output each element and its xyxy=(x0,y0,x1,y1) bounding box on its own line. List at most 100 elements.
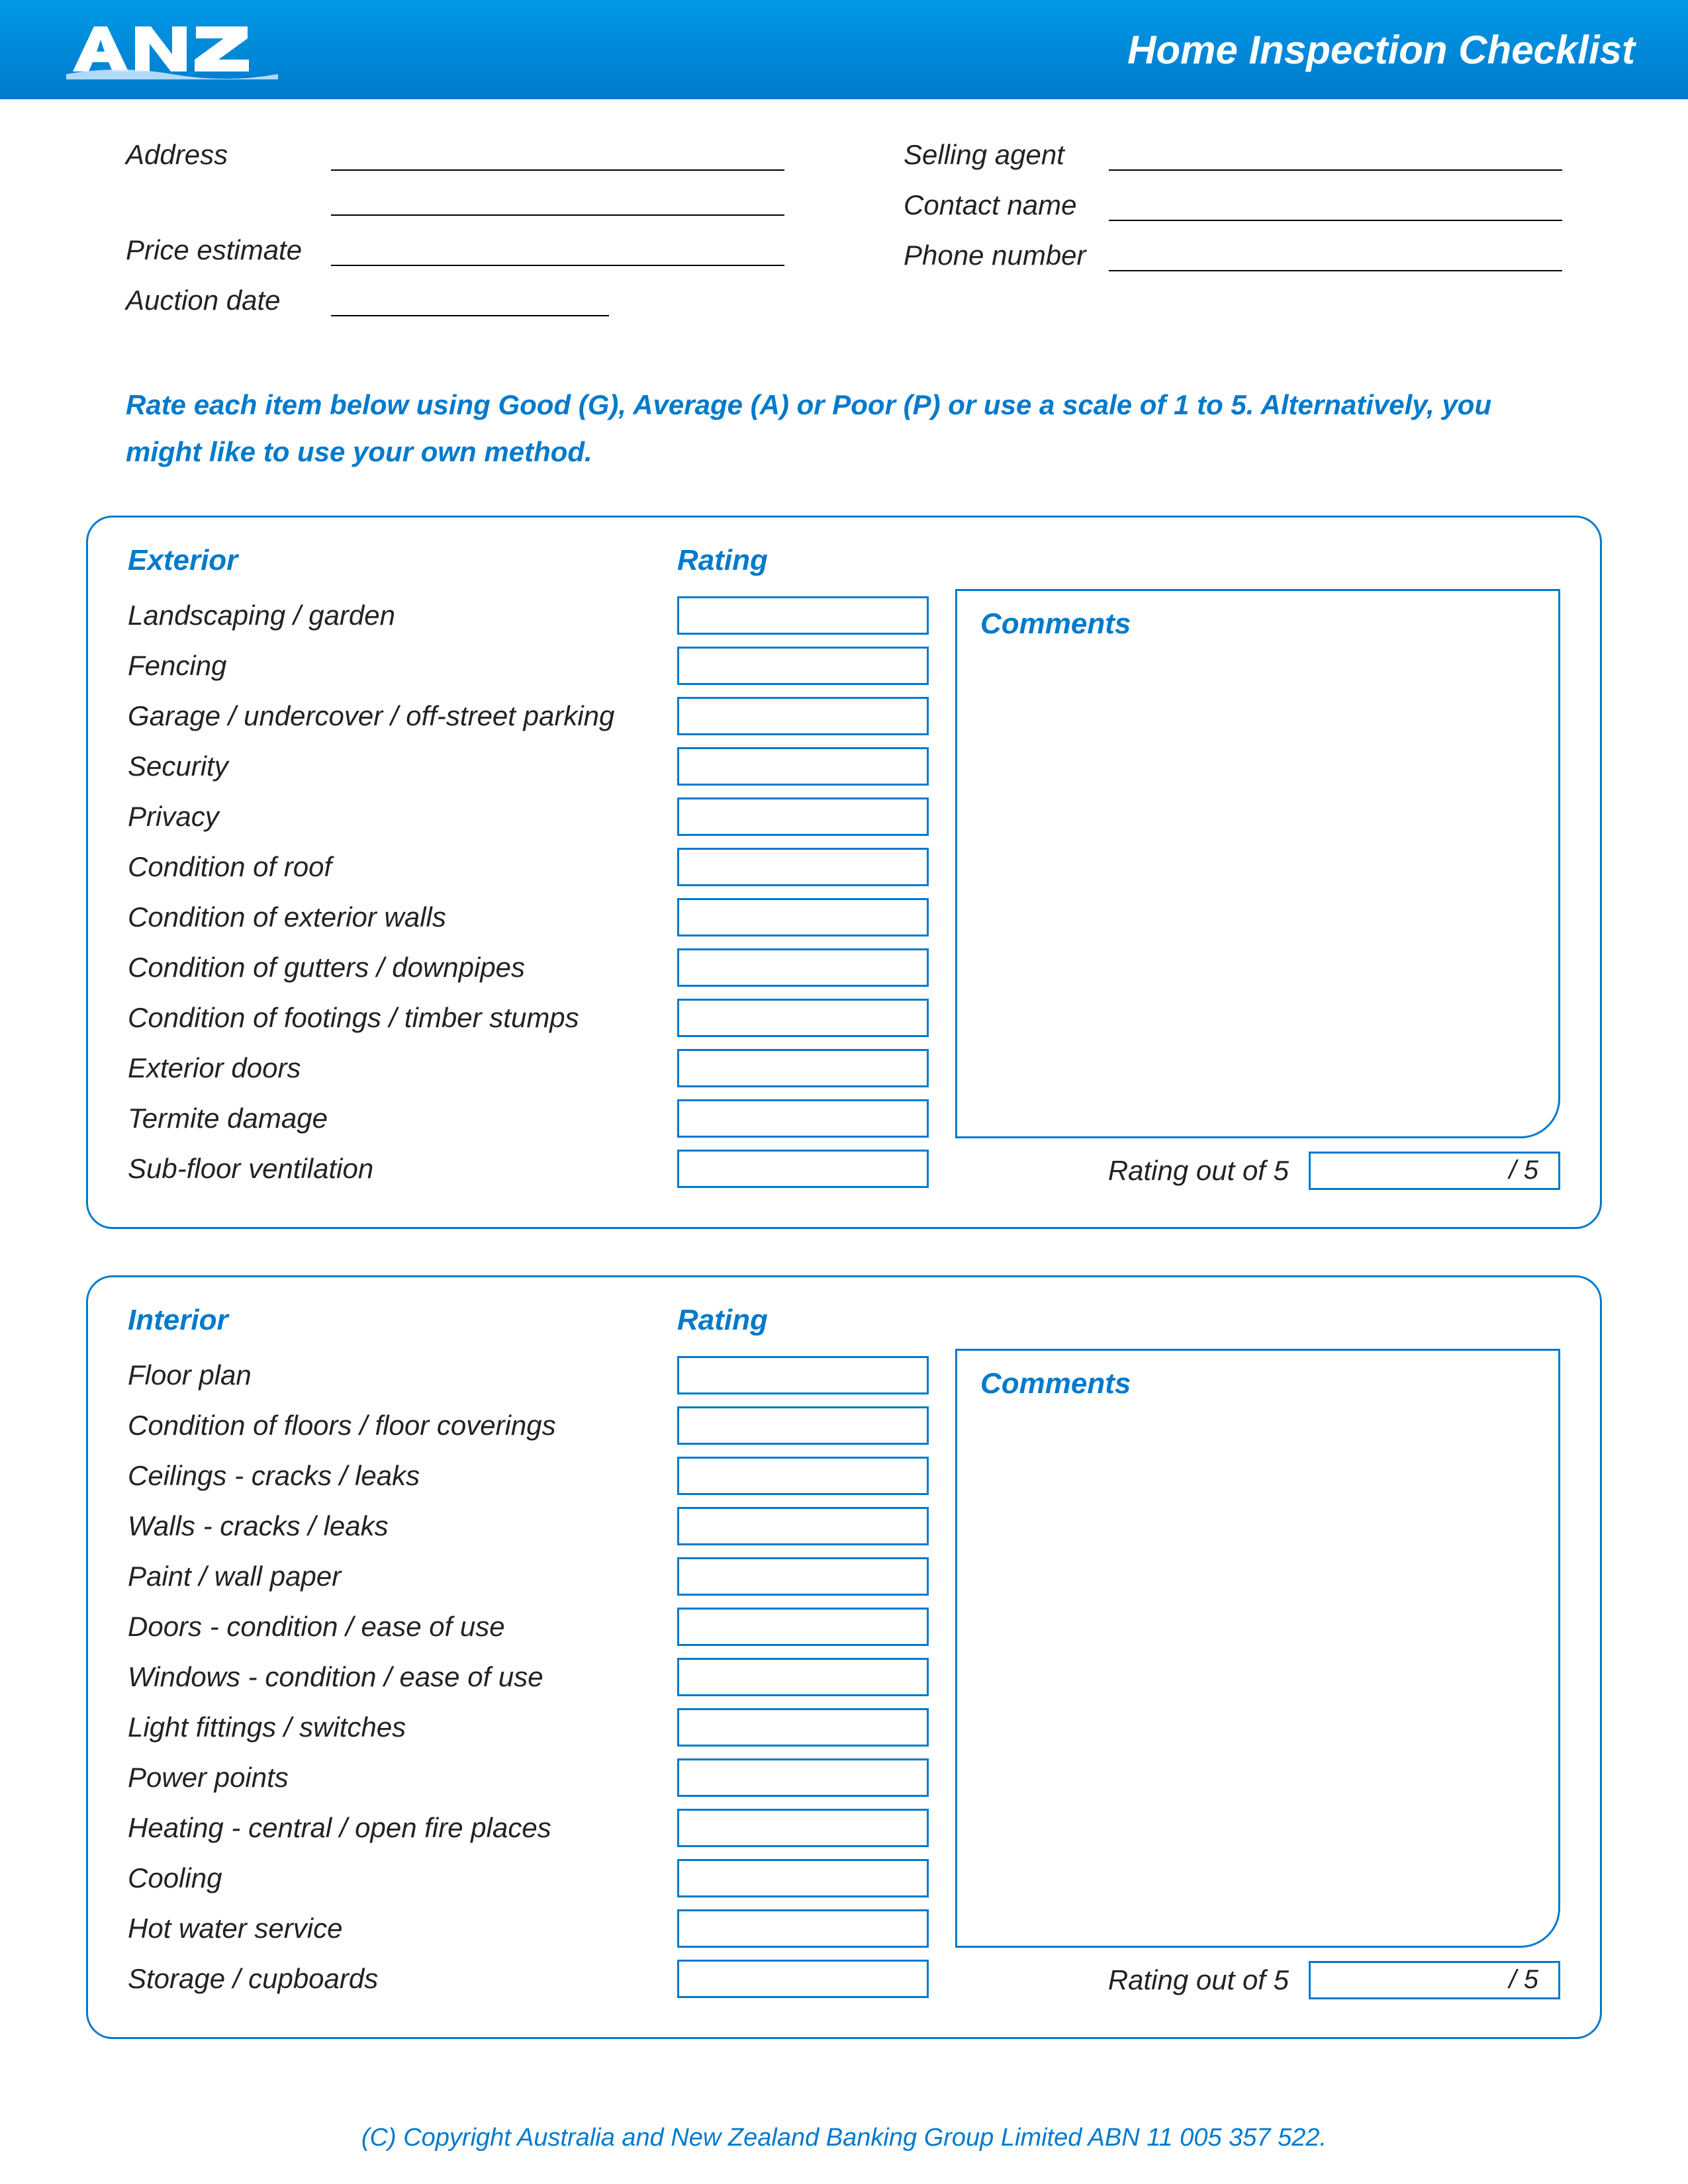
rating-input[interactable] xyxy=(677,596,929,635)
comments-box[interactable]: Comments xyxy=(955,1349,1560,1948)
checklist-row: Condition of gutters / downpipes xyxy=(128,942,935,993)
rating-input[interactable] xyxy=(677,1960,929,1998)
checklist-item-label: Condition of footings / timber stumps xyxy=(128,1002,677,1034)
auction-input-line[interactable] xyxy=(331,290,609,316)
checklist-item-label: Security xyxy=(128,751,677,782)
address-input-line-1[interactable] xyxy=(331,144,784,171)
checklist-row: Light fittings / switches xyxy=(128,1702,935,1752)
checklist-row: Storage / cupboards xyxy=(128,1954,935,2004)
anz-logo xyxy=(66,20,278,79)
instructions-text: Rate each item below using Good (G), Ave… xyxy=(86,381,1602,516)
checklist-row: Exterior doors xyxy=(128,1043,935,1093)
checklist-row: Hot water service xyxy=(128,1903,935,1954)
address-row-2 xyxy=(126,189,784,216)
rating-input[interactable] xyxy=(677,1708,929,1747)
section-title: Exterior xyxy=(128,544,677,577)
rating-input[interactable] xyxy=(677,1809,929,1847)
checklist-row: Security xyxy=(128,741,935,792)
checklist-item-label: Condition of gutters / downpipes xyxy=(128,952,677,983)
checklist-row: Condition of roof xyxy=(128,842,935,892)
rating-input[interactable] xyxy=(677,1909,929,1948)
rating-out-input[interactable]: / 5 xyxy=(1309,1961,1560,1999)
checklist-item-label: Sub-floor ventilation xyxy=(128,1153,677,1185)
agent-input-line[interactable] xyxy=(1109,144,1562,171)
rating-input[interactable] xyxy=(677,1406,929,1445)
checklist-row: Fencing xyxy=(128,641,935,691)
checklist-row: Paint / wall paper xyxy=(128,1551,935,1602)
checklist-row: Doors - condition / ease of use xyxy=(128,1602,935,1652)
auction-row: Auction date xyxy=(126,285,784,316)
rating-input[interactable] xyxy=(677,1557,929,1596)
rating-input[interactable] xyxy=(677,999,929,1037)
page-title: Home Inspection Checklist xyxy=(1127,27,1635,73)
rating-input[interactable] xyxy=(677,647,929,685)
checklist-row: Cooling xyxy=(128,1853,935,1903)
phone-row: Phone number xyxy=(904,240,1562,271)
checklist-row: Sub-floor ventilation xyxy=(128,1144,935,1194)
sections-container: ExteriorRatingLandscaping / garden Fencin… xyxy=(86,516,1602,2039)
copyright-footer: (C) Copyright Australia and New Zealand … xyxy=(0,2124,1688,2152)
rating-out-input[interactable]: / 5 xyxy=(1309,1152,1560,1190)
section-rating-row: Rating out of 5/ 5 xyxy=(955,1152,1560,1190)
agent-row: Selling agent xyxy=(904,139,1562,171)
checklist-item-label: Walls - cracks / leaks xyxy=(128,1510,677,1542)
content-area: Address Price estimate Auction date Sell… xyxy=(0,99,1688,2039)
address-label: Address xyxy=(126,139,331,171)
rating-column-header: Rating xyxy=(677,544,768,577)
checklist-item-label: Storage / cupboards xyxy=(128,1963,677,1995)
contact-label: Contact name xyxy=(904,189,1109,221)
comments-box[interactable]: Comments xyxy=(955,589,1560,1138)
checklist-row: Condition of footings / timber stumps xyxy=(128,993,935,1043)
section-interior: InteriorRatingFloor planCondition of flo… xyxy=(86,1275,1602,2039)
rating-input[interactable] xyxy=(677,848,929,886)
rating-input[interactable] xyxy=(677,1049,929,1087)
rating-input[interactable] xyxy=(677,1859,929,1897)
rating-input[interactable] xyxy=(677,948,929,987)
checklist-item-label: Cooling xyxy=(128,1862,677,1894)
rating-input[interactable] xyxy=(677,1356,929,1394)
rating-input[interactable] xyxy=(677,747,929,786)
checklist-row: Floor plan xyxy=(128,1350,935,1400)
rating-input[interactable] xyxy=(677,1758,929,1797)
checklist-item-label: Windows - condition / ease of use xyxy=(128,1661,677,1693)
phone-input-line[interactable] xyxy=(1109,245,1562,271)
address-row: Address xyxy=(126,139,784,171)
rating-input[interactable] xyxy=(677,1150,929,1188)
checklist-row: Termite damage xyxy=(128,1093,935,1144)
checklist-row: Condition of exterior walls xyxy=(128,892,935,942)
checklist-row: Windows - condition / ease of use xyxy=(128,1652,935,1702)
contact-row: Contact name xyxy=(904,189,1562,221)
info-right-column: Selling agent Contact name Phone number xyxy=(904,139,1562,335)
section-rating-row: Rating out of 5/ 5 xyxy=(955,1961,1560,1999)
checklist-item-label: Condition of exterior walls xyxy=(128,901,677,933)
price-input-line[interactable] xyxy=(331,240,784,266)
rating-input[interactable] xyxy=(677,797,929,836)
checklist-item-label: Doors - condition / ease of use xyxy=(128,1611,677,1643)
checklist-row: Landscaping / garden xyxy=(128,590,935,641)
phone-label: Phone number xyxy=(904,240,1109,271)
checklist-row: Power points xyxy=(128,1752,935,1803)
rating-input[interactable] xyxy=(677,1608,929,1646)
contact-input-line[interactable] xyxy=(1109,195,1562,221)
info-left-column: Address Price estimate Auction date xyxy=(126,139,784,335)
rating-input[interactable] xyxy=(677,697,929,735)
rating-input[interactable] xyxy=(677,1507,929,1545)
checklist-item-label: Floor plan xyxy=(128,1359,677,1391)
property-info: Address Price estimate Auction date Sell… xyxy=(86,139,1602,381)
address-input-line-2[interactable] xyxy=(331,189,784,216)
checklist-row: Heating - central / open fire places xyxy=(128,1803,935,1853)
checklist-row: Walls - cracks / leaks xyxy=(128,1501,935,1551)
rating-input[interactable] xyxy=(677,1099,929,1138)
checklist-row: Privacy xyxy=(128,792,935,842)
checklist-item-label: Condition of roof xyxy=(128,851,677,883)
checklist-item-label: Landscaping / garden xyxy=(128,600,677,631)
checklist-item-label: Privacy xyxy=(128,801,677,833)
checklist-item-label: Termite damage xyxy=(128,1103,677,1134)
price-row: Price estimate xyxy=(126,234,784,266)
rating-input[interactable] xyxy=(677,1658,929,1696)
rating-input[interactable] xyxy=(677,1457,929,1495)
checklist-item-label: Light fittings / switches xyxy=(128,1711,677,1743)
rating-input[interactable] xyxy=(677,898,929,936)
checklist-item-label: Exterior doors xyxy=(128,1052,677,1084)
checklist-item-label: Fencing xyxy=(128,650,677,682)
